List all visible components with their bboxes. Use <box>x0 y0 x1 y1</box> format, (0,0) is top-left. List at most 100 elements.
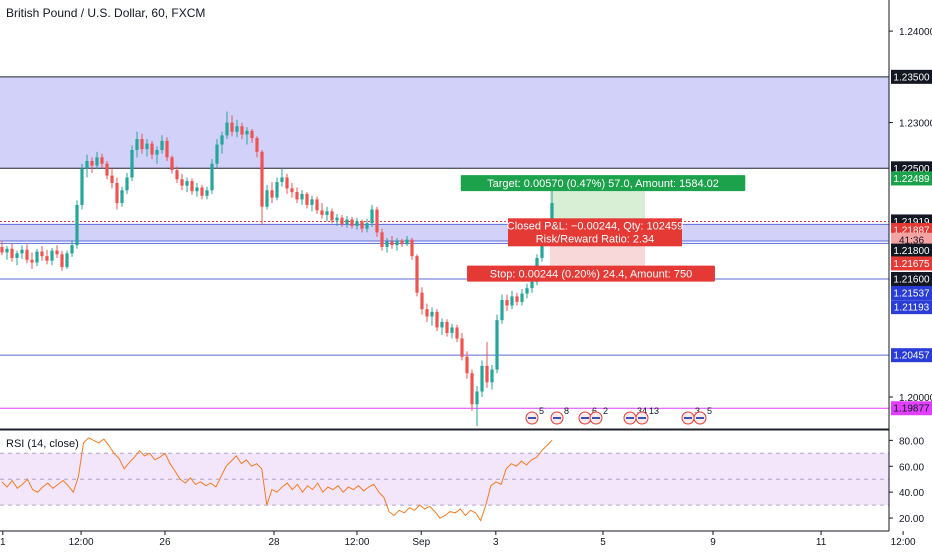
price-level-text: 1.22489 <box>893 174 930 185</box>
stop-label-bg <box>467 265 715 282</box>
candle-body <box>330 211 334 221</box>
candle-body <box>470 373 474 405</box>
candle-body <box>175 170 179 180</box>
price-level-label[interactable]: 1.21800 <box>891 243 932 258</box>
candle-body <box>325 211 329 215</box>
chart-title: British Pound / U.S. Dollar, 60, FXCM <box>6 6 205 20</box>
candle-body <box>65 253 69 268</box>
candle-body <box>540 241 544 258</box>
event-count: 5 <box>539 406 544 416</box>
price-level-label[interactable]: 1.21537 <box>891 285 932 300</box>
candle-body <box>140 139 144 150</box>
candle-body <box>245 130 249 135</box>
candle-body <box>220 135 224 145</box>
stop-label[interactable]: Stop: 0.00244 (0.20%) 24.4, Amount: 750 <box>467 265 715 282</box>
economic-event-marker[interactable]: 13 <box>635 406 659 425</box>
candle-body <box>145 143 149 150</box>
target-label[interactable]: Target: 0.00570 (0.47%) 57.0, Amount: 15… <box>460 175 746 192</box>
time-tick-label: 9 <box>710 537 716 548</box>
time-tick-label: 28 <box>268 537 280 548</box>
economic-event-marker[interactable]: 6 <box>578 406 597 425</box>
price-level-label[interactable]: 1.23500 <box>891 69 932 84</box>
candle-body <box>205 190 209 196</box>
economic-event-marker[interactable]: 5 <box>525 406 544 425</box>
economic-event-marker[interactable]: 2 <box>589 406 608 425</box>
candle-body <box>210 163 214 191</box>
candle-body <box>30 259 34 263</box>
price-tick-label: 1.23000 <box>899 119 932 130</box>
price-level-label[interactable]: 1.20457 <box>891 348 932 363</box>
target-label-text: Target: 0.00570 (0.47%) 57.0, Amount: 15… <box>487 178 719 190</box>
price-level-label[interactable]: 1.22489 <box>891 171 932 186</box>
price-level-text: 1.19877 <box>893 404 930 415</box>
candle-body <box>195 187 199 192</box>
price-level-text: 1.21193 <box>894 303 930 314</box>
candle-body <box>550 203 554 227</box>
price-level-bg <box>891 232 932 247</box>
candle-body <box>290 188 294 193</box>
candle-body <box>465 356 469 374</box>
candle-body <box>280 177 284 183</box>
event-count: 3 <box>695 406 700 416</box>
candle-body <box>390 241 394 246</box>
candle-body <box>275 182 279 198</box>
candle-body <box>225 122 229 136</box>
candle-body <box>440 321 444 328</box>
price-level-label[interactable]: 1.21675 <box>891 256 932 271</box>
economic-event-marker[interactable]: 8 <box>550 406 569 425</box>
candle-body <box>525 288 529 294</box>
candle-body <box>235 126 239 132</box>
candle-body <box>105 163 109 176</box>
candle-body <box>485 365 489 383</box>
candle-body <box>130 150 134 178</box>
candle-body <box>100 157 104 164</box>
price-level-bg <box>891 300 932 315</box>
candle-body <box>455 327 459 339</box>
closed-pnl-label[interactable]: Closed P&L: −0.00244, Qty: 102459Risk/Re… <box>507 218 683 247</box>
rsi-tick-label: 80.00 <box>899 436 924 447</box>
price-level-label[interactable]: 1.19877 <box>891 401 932 416</box>
rsi-band <box>0 453 889 506</box>
candle-body <box>95 157 99 166</box>
candle-body <box>255 138 259 152</box>
price-level-bg <box>891 243 932 258</box>
event-count: 34 <box>637 406 647 416</box>
price-level-label[interactable]: 1.21600 <box>891 271 932 286</box>
economic-event-marker[interactable]: 3 <box>681 406 700 425</box>
candle-body <box>260 151 264 207</box>
price-level-text: 1.23500 <box>893 72 930 83</box>
candle-body <box>510 296 514 306</box>
candle-body <box>445 321 449 333</box>
event-count: 6 <box>592 406 597 416</box>
candle-body <box>420 292 424 310</box>
candle-body <box>515 296 519 302</box>
price-level-text: 1.21800 <box>893 246 930 257</box>
price-level-label[interactable]: 41:36 <box>891 232 932 247</box>
candle-body <box>345 219 349 225</box>
candle-body <box>115 182 119 204</box>
zone-rect <box>0 224 889 242</box>
candle-body <box>170 157 174 171</box>
economic-event-marker[interactable]: 5 <box>693 406 712 425</box>
candle-body <box>295 192 299 200</box>
price-level-bg <box>891 171 932 186</box>
candle-body <box>5 248 9 253</box>
rsi-line <box>1 437 553 522</box>
candle-body <box>500 300 504 321</box>
candle-body <box>50 250 54 261</box>
candle-body <box>310 199 314 205</box>
time-tick-label: 26 <box>159 537 171 548</box>
rsi-pane[interactable] <box>0 429 889 522</box>
candle-body <box>135 139 139 151</box>
price-pane[interactable]: Target: 0.00570 (0.47%) 57.0, Amount: 15… <box>0 0 889 430</box>
price-level-label[interactable]: 1.21193 <box>891 300 932 315</box>
candle-body <box>70 245 74 254</box>
candle-body <box>85 160 89 169</box>
price-level-bg <box>891 285 932 300</box>
candle-body <box>35 251 39 263</box>
rsi-indicator-label: RSI (14, close) <box>6 438 79 450</box>
event-count: 13 <box>649 406 659 416</box>
rsi-tick-label: 20.00 <box>899 514 924 525</box>
candle-body <box>370 209 374 224</box>
